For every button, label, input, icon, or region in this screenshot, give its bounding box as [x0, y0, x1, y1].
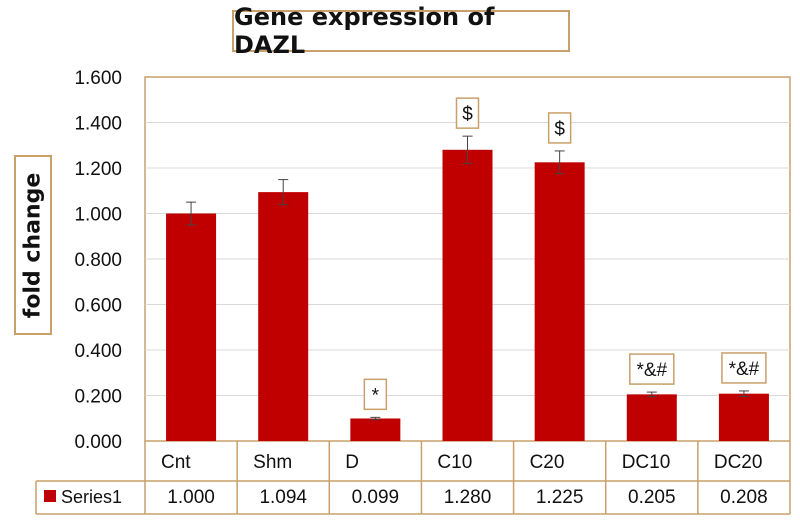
chart-title-box: Gene expression of DAZL — [232, 3, 570, 59]
bar — [350, 418, 401, 441]
data-table-value: 0.205 — [628, 487, 676, 508]
significance-label: *&# — [636, 360, 667, 381]
y-tick-label: 1.400 — [74, 114, 122, 135]
data-table-value: 1.280 — [444, 487, 492, 508]
y-tick-label: 1.600 — [74, 68, 122, 89]
significance-label: $ — [462, 104, 473, 125]
significance-label: $ — [554, 119, 565, 140]
data-table-value: 1.094 — [259, 487, 307, 508]
x-tick-label: C20 — [530, 452, 565, 473]
significance-label: * — [372, 385, 380, 406]
significance-label: *&# — [729, 359, 760, 380]
legend-key-series1 — [44, 490, 56, 502]
y-tick-label: 0.000 — [74, 432, 122, 453]
significance-box — [363, 378, 388, 411]
y-tick-label: 1.200 — [74, 159, 122, 180]
y-axis-label-box: fold change — [14, 155, 52, 335]
data-table-value: 1.225 — [536, 487, 584, 508]
bar — [534, 162, 585, 441]
legend-label-series1: Series1 — [61, 487, 122, 507]
x-tick-label: Cnt — [161, 452, 191, 473]
data-table-value: 1.000 — [167, 487, 215, 508]
data-table-value: 0.208 — [720, 487, 768, 508]
bar — [442, 149, 493, 442]
significance-box — [455, 97, 480, 129]
y-tick-label: 0.600 — [74, 296, 122, 317]
significance-box — [721, 352, 767, 384]
significance-box — [547, 112, 572, 144]
bar — [718, 393, 769, 441]
chart-title: Gene expression of DAZL — [234, 3, 495, 59]
significance-box — [629, 353, 675, 385]
data-table-value: 0.099 — [352, 487, 400, 508]
y-tick-label: 0.400 — [74, 341, 122, 362]
y-tick-label: 0.800 — [74, 250, 122, 271]
x-tick-label: DC20 — [714, 452, 763, 473]
bar — [626, 394, 677, 441]
bar — [166, 213, 217, 441]
y-tick-label: 1.000 — [74, 205, 122, 226]
x-tick-label: Shm — [253, 452, 292, 473]
y-tick-label: 0.200 — [74, 387, 122, 408]
x-tick-label: D — [345, 452, 359, 473]
x-tick-label: DC10 — [622, 452, 671, 473]
x-tick-label: C10 — [437, 452, 472, 473]
bar — [258, 192, 309, 441]
